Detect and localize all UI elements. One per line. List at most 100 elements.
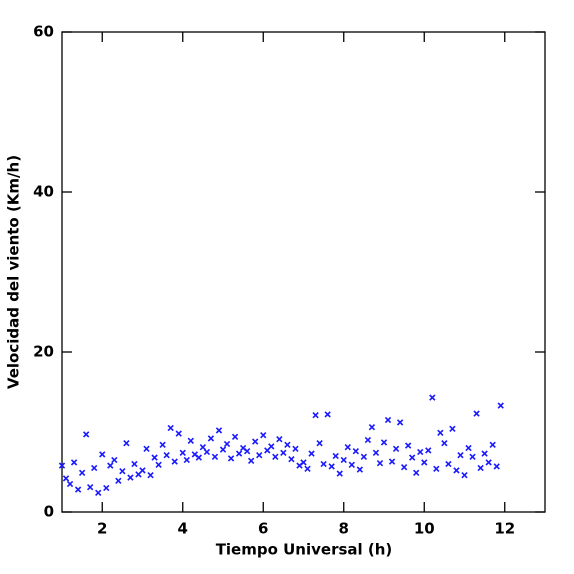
point-stroke [400, 464, 408, 471]
point [312, 412, 319, 419]
point-stroke [163, 452, 170, 459]
point [417, 448, 424, 456]
point-stroke [473, 410, 480, 417]
point [123, 440, 130, 447]
point [127, 474, 134, 481]
point-stroke [58, 462, 66, 469]
point [70, 459, 78, 466]
x-tick-label: 8 [339, 520, 349, 538]
point [340, 456, 347, 464]
point-stroke [78, 469, 86, 476]
point [396, 419, 404, 426]
y-tick-label: 40 [33, 183, 54, 201]
point-stroke [316, 440, 323, 447]
point-stroke [207, 435, 215, 442]
point-stroke [103, 484, 110, 492]
point-stroke [429, 394, 436, 401]
point [87, 484, 94, 491]
point-stroke [461, 472, 468, 479]
point-stroke [376, 460, 384, 467]
point [288, 456, 295, 463]
point [175, 430, 182, 437]
point-stroke [99, 451, 106, 458]
point-stroke [215, 427, 223, 434]
point-stroke [107, 462, 114, 469]
point [445, 460, 452, 468]
point [413, 469, 420, 476]
point [207, 435, 215, 442]
point [316, 440, 323, 447]
point [388, 458, 396, 465]
point [187, 437, 194, 444]
point [231, 433, 239, 440]
point [481, 450, 488, 457]
point-stroke [360, 453, 368, 460]
point [469, 453, 476, 460]
point [119, 468, 126, 475]
point-stroke [127, 474, 134, 481]
point-stroke [119, 468, 126, 475]
point [203, 448, 211, 456]
x-tick-label: 4 [178, 520, 188, 538]
point-stroke [372, 449, 380, 456]
point [256, 452, 263, 459]
point [248, 457, 255, 464]
point [453, 467, 460, 474]
point [211, 453, 219, 460]
x-tick-label: 6 [258, 520, 268, 538]
point [392, 445, 400, 452]
point-stroke [95, 489, 102, 496]
point-stroke [139, 467, 146, 474]
point [352, 448, 359, 455]
point [437, 429, 444, 436]
point-stroke [151, 454, 158, 461]
point [151, 454, 158, 461]
plot-frame [61, 31, 546, 513]
x-tick-label: 10 [414, 520, 435, 538]
point [376, 460, 384, 467]
point-stroke [91, 464, 98, 472]
point [461, 472, 468, 479]
point [268, 443, 275, 450]
point [457, 452, 464, 459]
point [272, 453, 279, 460]
point-stroke [272, 453, 279, 460]
point [103, 484, 110, 492]
point [219, 446, 227, 453]
point [223, 440, 231, 448]
point-stroke [481, 450, 488, 457]
point [276, 436, 283, 443]
point [195, 454, 203, 461]
point-stroke [252, 438, 259, 445]
point-stroke [171, 458, 178, 465]
point-stroke [477, 464, 484, 472]
point [441, 440, 448, 447]
point [280, 449, 287, 456]
point-stroke [409, 454, 416, 461]
point-stroke [223, 440, 231, 448]
point [284, 441, 291, 448]
point-stroke [159, 441, 166, 448]
point-stroke [332, 452, 339, 460]
point [372, 449, 380, 456]
point-stroke [396, 419, 404, 426]
point-stroke [191, 451, 198, 458]
point-stroke [404, 442, 412, 449]
point-stroke [74, 486, 82, 493]
point-stroke [489, 441, 496, 448]
y-tick-label: 20 [33, 343, 54, 361]
point-stroke [344, 444, 351, 451]
point [147, 472, 154, 479]
point [308, 450, 315, 457]
point-stroke [300, 459, 307, 466]
point [179, 449, 186, 456]
point-stroke [441, 440, 448, 447]
point-stroke [211, 453, 219, 460]
point [465, 444, 472, 452]
point-stroke [243, 448, 251, 455]
point-stroke [70, 459, 78, 466]
point [433, 465, 440, 472]
point [62, 475, 70, 482]
point-stroke [183, 456, 190, 464]
point-stroke [292, 445, 299, 452]
